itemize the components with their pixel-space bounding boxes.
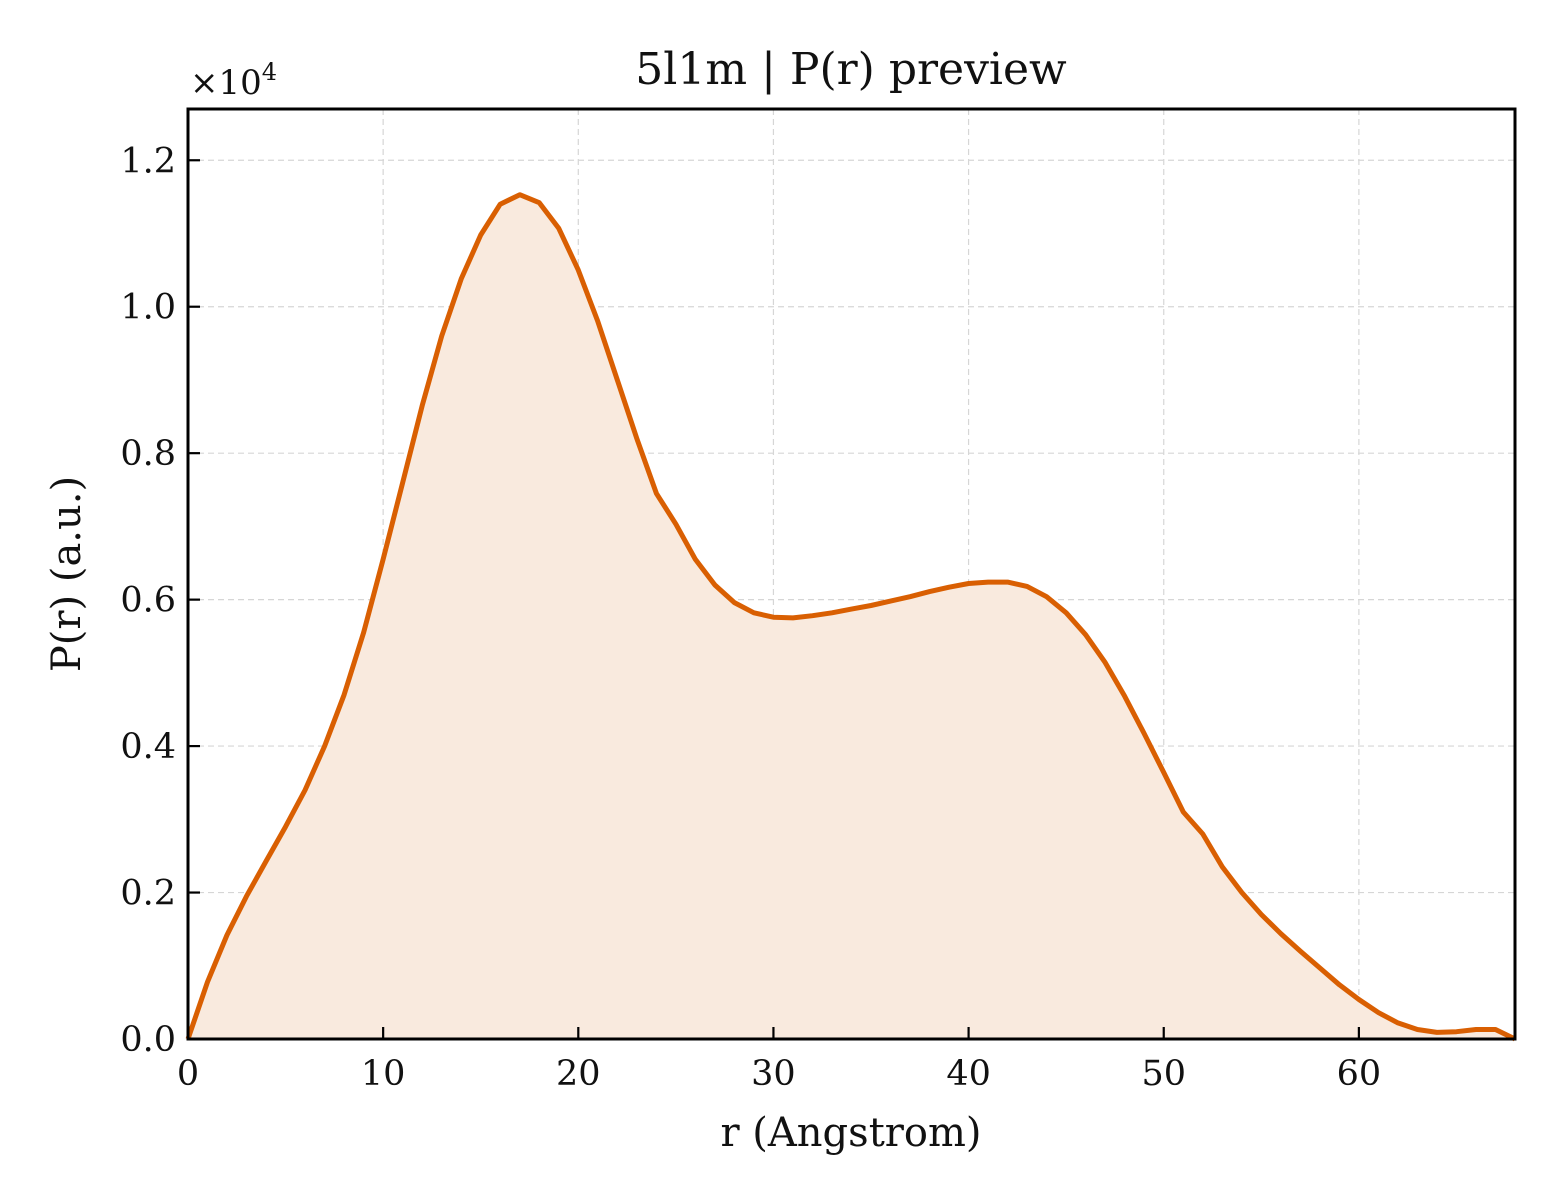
- y-tick-label: 1.0: [120, 288, 176, 328]
- x-tick-label: 50: [1141, 1054, 1186, 1094]
- y-axis-label: P(r) (a.u.): [44, 476, 90, 672]
- x-tick-label: 30: [751, 1054, 796, 1094]
- y-tick-label: 0.2: [120, 874, 176, 914]
- y-tick-label: 0.6: [120, 581, 176, 621]
- y-offset-label: ×104: [190, 58, 277, 103]
- x-axis-label: r (Angstrom): [720, 1110, 981, 1156]
- y-tick-label: 0.8: [120, 434, 176, 474]
- x-tick-label: 0: [177, 1054, 199, 1094]
- axis-ticks: 0 10 20 30 40 50 60 0.0 0.2 0.4 0.6 0.8 1.0 1.2: [120, 141, 1381, 1094]
- pr-area-fill: [188, 194, 1515, 1039]
- x-tick-label: 20: [556, 1054, 601, 1094]
- y-tick-label: 0.4: [120, 727, 176, 767]
- y-tick-label: 1.2: [120, 141, 176, 181]
- pr-series-line: [185, 192, 1517, 1042]
- y-offset-base: ×10: [190, 63, 262, 103]
- y-offset-exponent: 4: [262, 58, 277, 86]
- x-tick-label: 60: [1337, 1054, 1382, 1094]
- plot-frame: [186, 107, 1517, 1041]
- y-tick-label: 0.0: [120, 1020, 176, 1060]
- x-tick-label: 40: [946, 1054, 991, 1094]
- chart-title: 5l1m | P(r) preview: [635, 44, 1067, 95]
- x-tick-label: 10: [361, 1054, 406, 1094]
